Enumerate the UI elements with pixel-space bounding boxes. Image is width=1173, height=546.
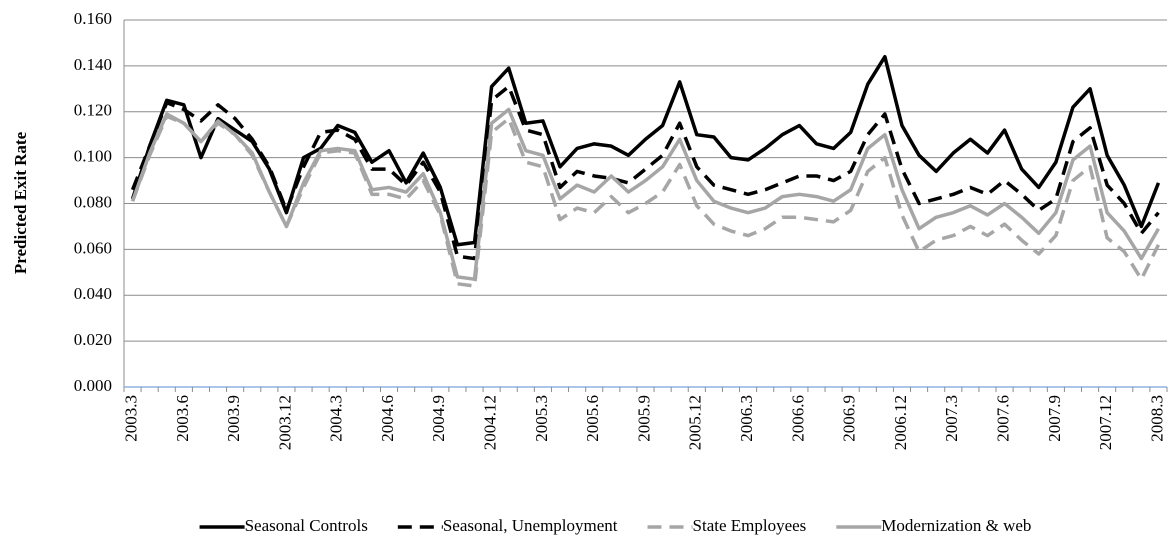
- legend-label: Seasonal Controls: [245, 516, 368, 535]
- x-tick-label: 2006.6: [788, 395, 807, 442]
- x-tick-label: 2007.6: [993, 395, 1012, 442]
- legend-label: Seasonal, Unemployment: [443, 516, 618, 535]
- y-tick-label: 0.040: [74, 284, 112, 303]
- x-tick-label: 2004.12: [481, 395, 500, 450]
- series-line: [130, 114, 1161, 288]
- x-tick-label: 2003.3: [121, 395, 140, 442]
- y-tick-label: 0.100: [74, 147, 112, 166]
- y-tick-label: 0.140: [74, 55, 112, 74]
- x-tick-label: 2007.3: [942, 395, 961, 442]
- x-tick-label: 2003.9: [224, 395, 243, 442]
- y-tick-label: 0.120: [74, 101, 112, 120]
- y-tick-label: 0.020: [74, 330, 112, 349]
- x-tick-label: 2005.12: [686, 395, 705, 450]
- x-tick-label: 2008.3: [1147, 395, 1166, 442]
- series-line: [130, 107, 1160, 281]
- x-tick-label: 2004.9: [429, 395, 448, 442]
- x-tick-label: 2007.12: [1096, 395, 1115, 450]
- x-tick-label: 2003.6: [173, 395, 192, 442]
- x-tick-label: 2003.12: [275, 395, 294, 450]
- y-tick-label: 0.160: [74, 9, 112, 28]
- x-tick-label: 2005.3: [532, 395, 551, 442]
- x-tick-label: 2006.3: [737, 395, 756, 442]
- series-line: [130, 84, 1160, 261]
- y-tick-label: 0.060: [74, 238, 112, 257]
- y-axis-label: Predicted Exit Rate: [11, 131, 30, 274]
- series-line: [130, 54, 1161, 247]
- x-tick-label: 2007.9: [1045, 395, 1064, 442]
- legend-label: Modernization & web: [881, 516, 1031, 535]
- y-tick-label: 0.080: [74, 192, 112, 211]
- x-tick-label: 2005.6: [583, 395, 602, 442]
- x-tick-label: 2004.3: [327, 395, 346, 442]
- x-tick-label: 2006.9: [840, 395, 859, 442]
- x-tick-label: 2006.12: [891, 395, 910, 450]
- x-tick-label: 2004.6: [378, 395, 397, 442]
- y-tick-label: 0.000: [74, 376, 112, 395]
- x-tick-label: 2005.9: [634, 395, 653, 442]
- legend-label: State Employees: [693, 516, 807, 535]
